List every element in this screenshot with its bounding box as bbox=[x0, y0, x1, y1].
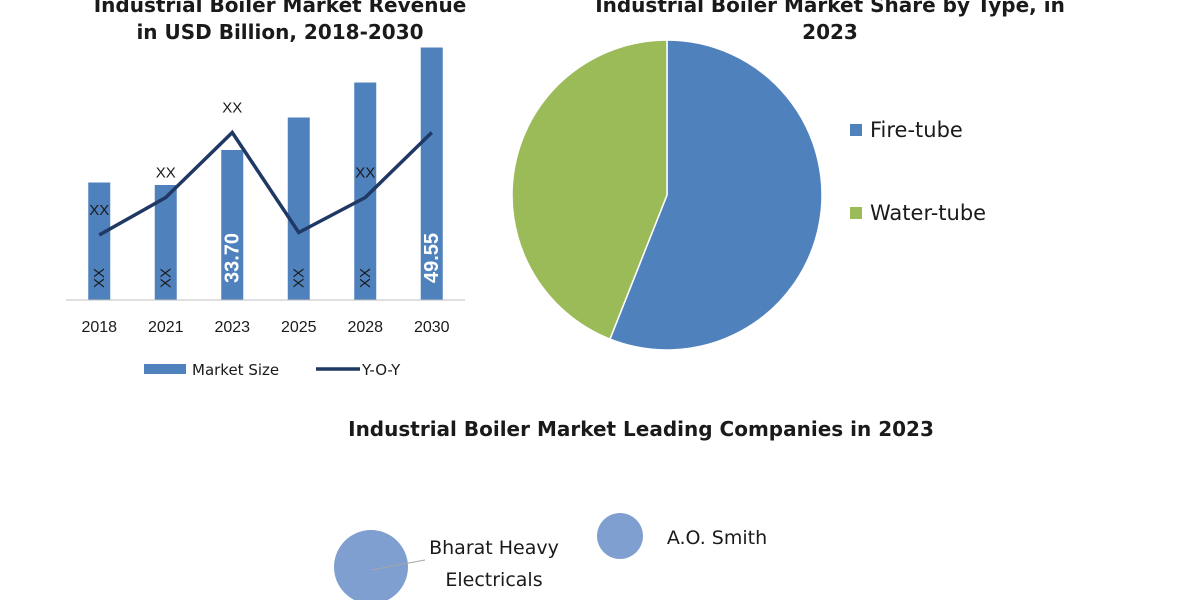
bar-2021 bbox=[154, 185, 177, 300]
bar-label-2021: XX bbox=[157, 268, 174, 288]
legend-label-yoy: Y-O-Y bbox=[361, 361, 401, 379]
share-chart-title-text: Industrial Boiler Market Share by Type, … bbox=[595, 0, 1065, 44]
company-label-2-line-1: A.O. Smith bbox=[667, 527, 767, 549]
share-chart-title: Industrial Boiler Market Share by Type, … bbox=[580, 0, 1080, 46]
company-label-1-line-2: Electricals bbox=[445, 569, 542, 591]
x-tick-2028: 2028 bbox=[347, 319, 383, 336]
company-bubble-2 bbox=[597, 513, 643, 559]
bar-2023 bbox=[221, 150, 244, 300]
x-tick-2018: 2018 bbox=[81, 319, 117, 336]
companies-panel: Industrial Boiler Market Leading Compani… bbox=[0, 400, 1200, 600]
bar-label-2030: 49.55 bbox=[421, 233, 443, 283]
yoy-line bbox=[98, 129, 433, 237]
revenue-chart-title: Industrial Boiler Market Revenue in USD … bbox=[80, 0, 480, 46]
share-chart-svg: Fire-tube Water-tube bbox=[511, 39, 986, 351]
pie-legend-swatch-water-tube bbox=[850, 207, 862, 219]
companies-title: Industrial Boiler Market Leading Compani… bbox=[348, 417, 934, 441]
share-chart-panel: Industrial Boiler Market Share by Type, … bbox=[500, 0, 1200, 400]
company-label-1-line-1: Bharat Heavy bbox=[429, 537, 559, 559]
bar-label-2023: 33.70 bbox=[221, 233, 243, 283]
bar-2025 bbox=[287, 117, 310, 300]
pie-legend-label-fire-tube: Fire-tube bbox=[870, 118, 963, 142]
company-bubble-1 bbox=[334, 530, 408, 600]
pie-legend-swatch-fire-tube bbox=[850, 124, 862, 136]
yoy-label-2018: XX bbox=[89, 202, 109, 219]
pie-slice-fire-tube bbox=[608, 39, 823, 351]
bar-2018 bbox=[88, 182, 111, 300]
companies-svg: Bharat Heavy Electricals A.O. Smith bbox=[334, 513, 767, 600]
x-tick-2021: 2021 bbox=[148, 319, 184, 336]
bar-label-2025: XX bbox=[290, 268, 307, 288]
bar-label-2018: XX bbox=[91, 268, 108, 288]
bar-2030 bbox=[420, 47, 443, 300]
bar-2028 bbox=[354, 82, 377, 300]
pie-slice-water-tube bbox=[511, 39, 668, 341]
revenue-chart-svg: XX XX XX XX XX XX 33.70 XX XX 49.55 2018 2021 2023 20… bbox=[66, 47, 465, 379]
x-tick-2030: 2030 bbox=[414, 319, 450, 336]
yoy-label-2021: XX bbox=[156, 165, 176, 182]
legend-label-market-size: Market Size bbox=[192, 361, 279, 379]
company-leader-line-1 bbox=[370, 559, 426, 571]
pie-legend-label-water-tube: Water-tube bbox=[870, 201, 986, 225]
x-tick-2023: 2023 bbox=[214, 319, 250, 336]
x-tick-2025: 2025 bbox=[281, 319, 317, 336]
yoy-label-2023: XX bbox=[222, 100, 242, 117]
yoy-label-2028: XX bbox=[355, 165, 375, 182]
revenue-chart-panel: Industrial Boiler Market Revenue in USD … bbox=[0, 0, 480, 400]
revenue-chart-title-text: Industrial Boiler Market Revenue in USD … bbox=[93, 0, 467, 44]
bar-label-2028: XX bbox=[357, 268, 374, 288]
legend-swatch-market-size bbox=[144, 364, 186, 374]
